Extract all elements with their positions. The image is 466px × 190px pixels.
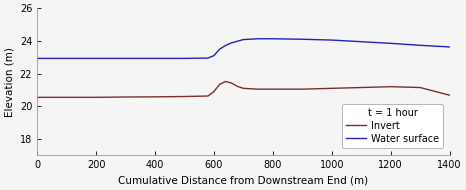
X-axis label: Cumulative Distance from Downstream End (m): Cumulative Distance from Downstream End … [118,176,369,186]
Legend: Invert, Water surface: Invert, Water surface [343,104,443,148]
Y-axis label: Elevation (m): Elevation (m) [4,47,14,117]
